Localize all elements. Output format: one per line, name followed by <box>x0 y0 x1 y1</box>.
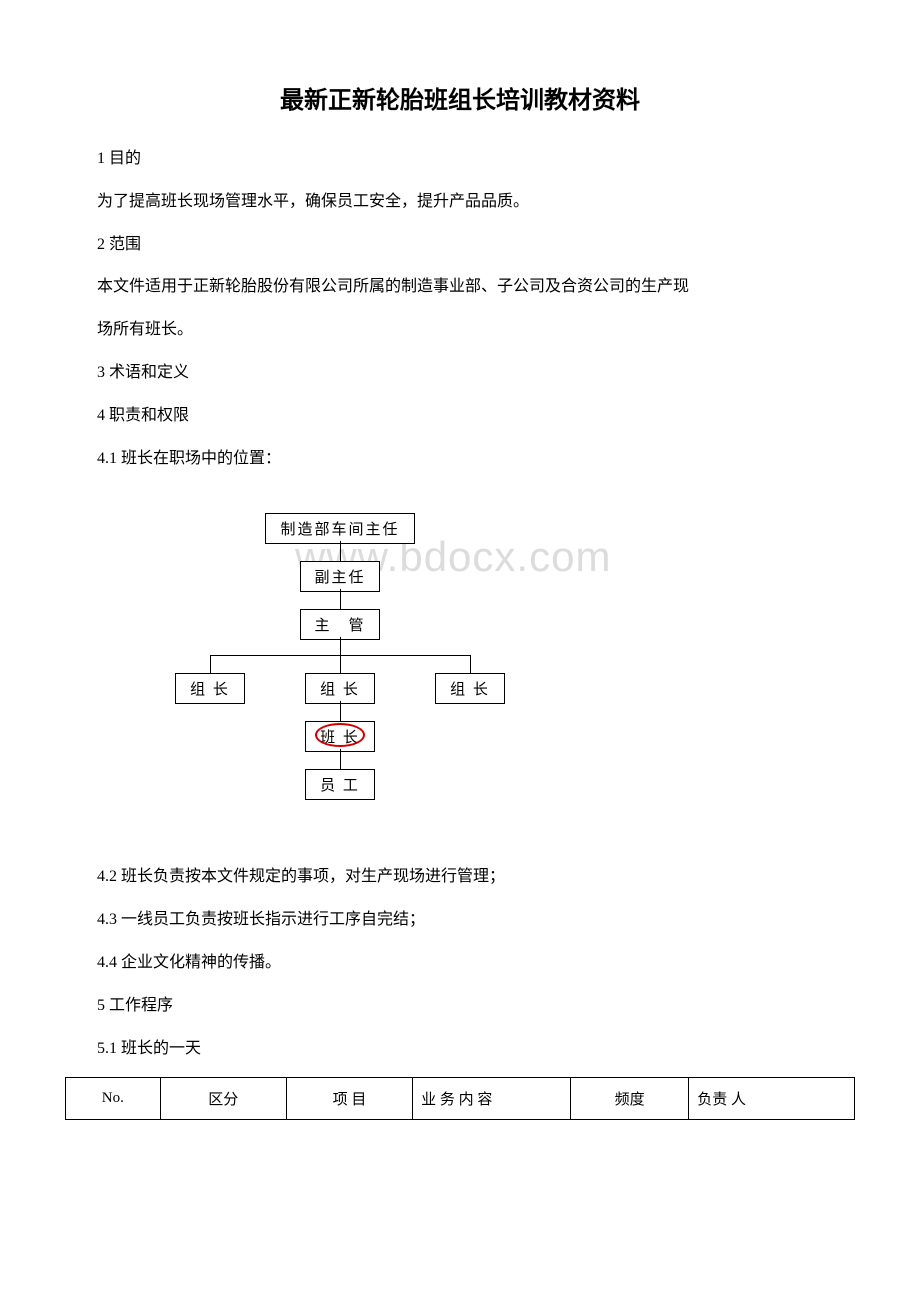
chart-line <box>470 655 471 673</box>
th-no: No. <box>66 1078 161 1120</box>
section-2-text-a: 本文件适用于正新轮胎股份有限公司所属的制造事业部、子公司及合资公司的生产现 <box>97 278 689 295</box>
section-4-4: 4.4 企业文化精神的传播。 <box>65 949 855 978</box>
th-content: 业 务 内 容 <box>413 1078 571 1120</box>
org-chart: www.bdocx.com 制造部车间主任 副主任 主 管 组 长 组 长 组 … <box>125 513 525 843</box>
th-category: 区分 <box>160 1078 286 1120</box>
section-1-heading: 1 目的 <box>65 145 855 174</box>
th-owner: 负责 人 <box>689 1078 855 1120</box>
chart-line <box>340 541 341 561</box>
chart-line <box>340 655 341 673</box>
table-header-row: No. 区分 项 目 业 务 内 容 频度 负责 人 <box>66 1078 855 1120</box>
chart-line <box>340 749 341 769</box>
section-3-heading: 3 术语和定义 <box>65 359 855 388</box>
th-frequency: 频度 <box>570 1078 688 1120</box>
node-deputy: 副主任 <box>300 561 380 592</box>
node-director: 制造部车间主任 <box>265 513 415 544</box>
node-supervisor: 主 管 <box>300 609 380 640</box>
chart-line <box>340 589 341 609</box>
chart-line <box>210 655 211 673</box>
node-team-lead: 班 长 <box>305 721 375 752</box>
section-4-3: 4.3 一线员工负责按班长指示进行工序自完结； <box>65 906 855 935</box>
node-group-leader-2: 组 长 <box>305 673 375 704</box>
section-2-body-line2: 场所有班长。 <box>65 316 855 345</box>
document-title: 最新正新轮胎班组长培训教材资料 <box>65 80 855 115</box>
chart-line <box>340 701 341 721</box>
section-1-body: 为了提高班长现场管理水平，确保员工安全，提升产品品质。 <box>65 188 855 217</box>
section-4-1: 4.1 班长在职场中的位置： <box>65 445 855 474</box>
section-5-heading: 5 工作程序 <box>65 992 855 1021</box>
node-staff: 员 工 <box>305 769 375 800</box>
section-5-1: 5.1 班长的一天 <box>65 1035 855 1064</box>
chart-line <box>340 637 341 655</box>
section-2-body-line1: 本文件适用于正新轮胎股份有限公司所属的制造事业部、子公司及合资公司的生产现 <box>65 273 855 302</box>
section-2-heading: 2 范围 <box>65 231 855 260</box>
schedule-table: No. 区分 项 目 业 务 内 容 频度 负责 人 <box>65 1077 855 1120</box>
node-group-leader-3: 组 长 <box>435 673 505 704</box>
th-item: 项 目 <box>286 1078 412 1120</box>
node-group-leader-1: 组 长 <box>175 673 245 704</box>
section-4-2: 4.2 班长负责按本文件规定的事项，对生产现场进行管理； <box>65 863 855 892</box>
section-4-heading: 4 职责和权限 <box>65 402 855 431</box>
